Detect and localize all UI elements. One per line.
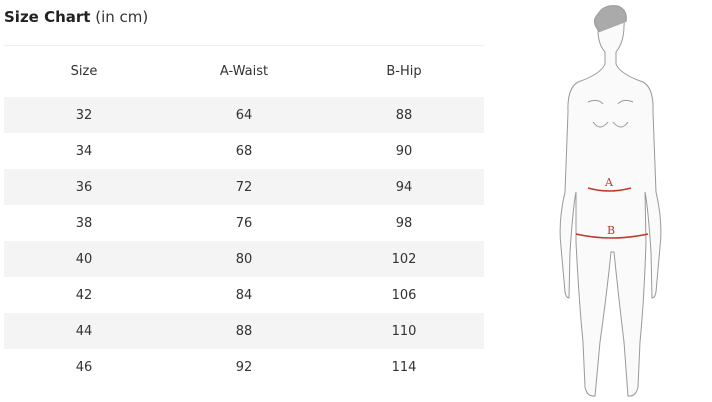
table-row: 44 88 110 [4, 313, 484, 349]
cell-waist: 76 [235, 215, 253, 231]
cell-waist: 80 [235, 251, 253, 267]
cell-waist: 64 [235, 107, 253, 123]
cell-waist: 92 [235, 359, 253, 375]
cell-hip: 102 [391, 251, 417, 267]
table-row: 42 84 106 [4, 277, 484, 313]
table-row: 40 80 102 [4, 241, 484, 277]
page-title: Size Chart (in cm) [4, 8, 149, 26]
cell-size: 38 [75, 215, 93, 231]
cell-waist: 88 [235, 323, 253, 339]
cell-size: 40 [75, 251, 93, 267]
cell-hip: 90 [395, 143, 413, 159]
cell-size: 36 [75, 179, 93, 195]
cell-size: 46 [75, 359, 93, 375]
cell-hip: 94 [395, 179, 413, 195]
cell-hip: 98 [395, 215, 413, 231]
svg-text:A: A [604, 176, 614, 189]
cell-waist: 84 [235, 287, 253, 303]
body-measurement-figure: A B [559, 5, 662, 397]
waist-measure-a: A [587, 176, 632, 192]
cell-size: 32 [75, 107, 93, 123]
header-waist: A-Waist [219, 64, 269, 79]
hip-measure-b: B [575, 224, 649, 239]
cell-hip: 88 [395, 107, 413, 123]
cell-waist: 72 [235, 179, 253, 195]
table-row: 36 72 94 [4, 169, 484, 205]
size-chart-table: Size A-Waist B-Hip 32 64 88 34 68 90 36 72 94 38 7… [4, 45, 484, 385]
table-row: 32 64 88 [4, 97, 484, 133]
header-size: Size [70, 64, 98, 79]
cell-size: 34 [75, 143, 93, 159]
table-row: 38 76 98 [4, 205, 484, 241]
svg-text:B: B [607, 224, 615, 237]
cell-hip: 114 [391, 359, 417, 375]
header-hip: B-Hip [386, 64, 422, 79]
cell-hip: 106 [391, 287, 417, 303]
table-header: Size A-Waist B-Hip [4, 46, 484, 97]
cell-size: 42 [75, 287, 93, 303]
cell-waist: 68 [235, 143, 253, 159]
cell-hip: 110 [391, 323, 417, 339]
cell-size: 44 [75, 323, 93, 339]
table-row: 34 68 90 [4, 133, 484, 169]
table-row: 46 92 114 [4, 349, 484, 385]
